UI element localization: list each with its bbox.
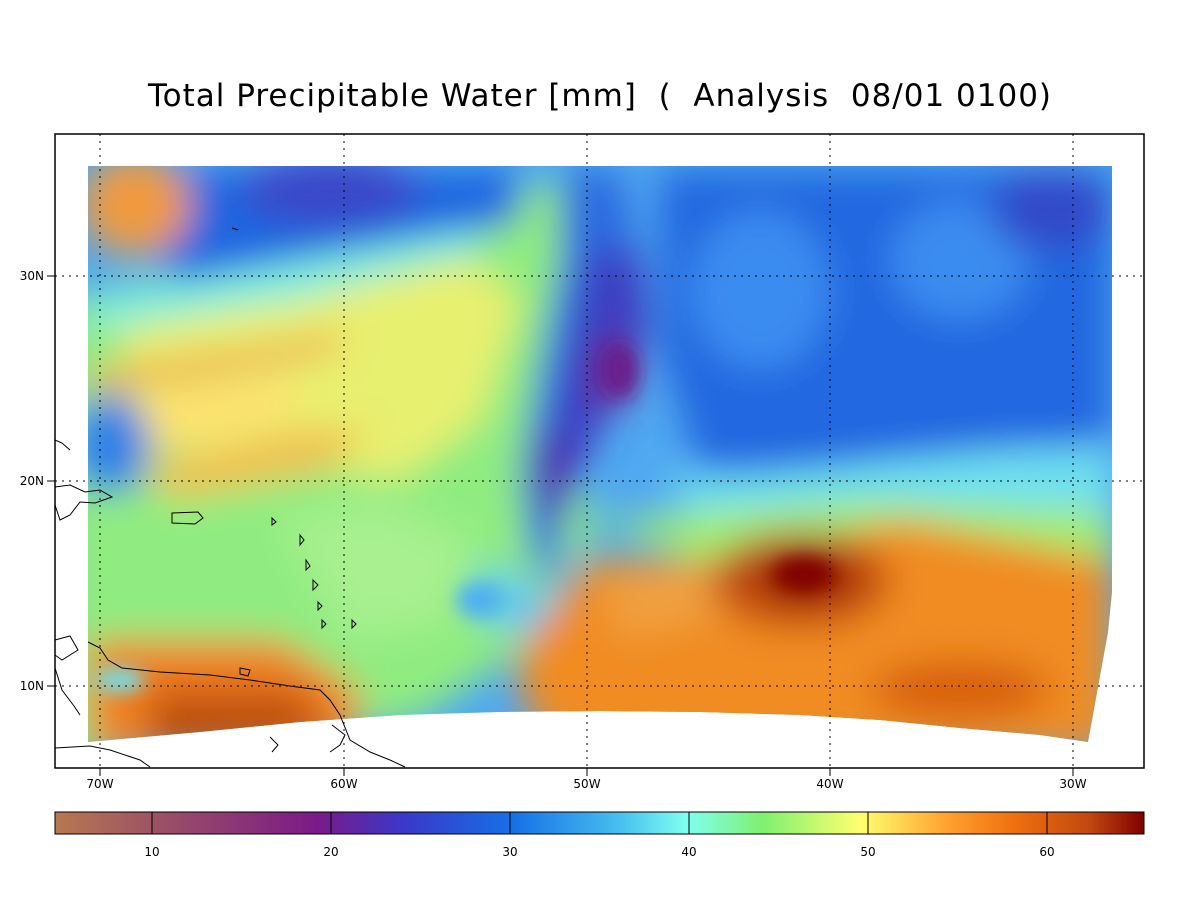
colorbar-tick-label: 10	[144, 845, 159, 859]
lon-ticks	[99, 768, 1074, 776]
page-title: Total Precipitable Water [mm] ( Analysis…	[147, 78, 1053, 114]
colorbar-tick-label: 30	[502, 845, 517, 859]
colorbar-tick-label: 40	[681, 845, 696, 859]
lon-tick-label: 70W	[86, 777, 113, 791]
colorbar-ticks	[151, 812, 1048, 834]
lon-tick-label: 50W	[573, 777, 600, 791]
tpw-field	[88, 166, 1112, 742]
colorbar	[54, 811, 1145, 835]
lat-tick-label: 10N	[20, 679, 44, 693]
lon-tick-label: 60W	[330, 777, 357, 791]
lat-tick-label: 20N	[20, 474, 44, 488]
colorbar-tick-label: 50	[860, 845, 875, 859]
colorbar-tick-label: 20	[323, 845, 338, 859]
lat-tick-label: 30N	[20, 269, 44, 283]
map-frame	[54, 133, 1145, 769]
coastlines	[54, 227, 406, 768]
map-gridlines	[55, 134, 1144, 768]
colorbar-tick-label: 60	[1039, 845, 1054, 859]
lat-ticks	[47, 275, 55, 687]
lon-tick-label: 30W	[1059, 777, 1086, 791]
lon-tick-label: 40W	[816, 777, 843, 791]
